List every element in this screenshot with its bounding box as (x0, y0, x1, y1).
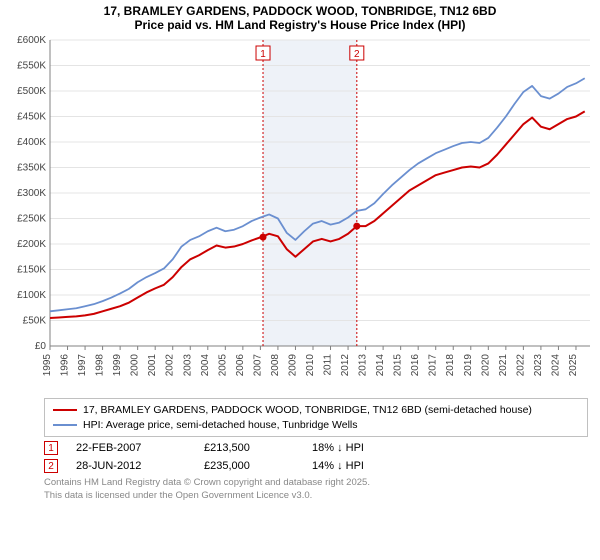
svg-text:2009: 2009 (287, 354, 298, 377)
svg-text:£400K: £400K (17, 137, 46, 148)
svg-text:£50K: £50K (23, 316, 47, 327)
legend-row-property: 17, BRAMLEY GARDENS, PADDOCK WOOD, TONBR… (53, 403, 579, 418)
svg-text:£550K: £550K (17, 61, 46, 72)
svg-text:1996: 1996 (60, 354, 71, 377)
svg-text:2019: 2019 (463, 354, 474, 377)
svg-text:2017: 2017 (428, 354, 439, 377)
svg-text:£500K: £500K (17, 86, 46, 97)
sale-delta-2: 14% ↓ HPI (312, 460, 364, 472)
legend: 17, BRAMLEY GARDENS, PADDOCK WOOD, TONBR… (44, 398, 588, 437)
sales-table: 1 22-FEB-2007 £213,500 18% ↓ HPI 2 28-JU… (44, 439, 588, 475)
svg-text:2008: 2008 (270, 354, 281, 377)
svg-text:2000: 2000 (130, 354, 141, 377)
svg-text:2023: 2023 (533, 354, 544, 377)
svg-text:1: 1 (260, 49, 266, 60)
legend-label-property: 17, BRAMLEY GARDENS, PADDOCK WOOD, TONBR… (83, 403, 532, 418)
svg-text:2018: 2018 (445, 354, 456, 377)
sale-price-2: £235,000 (204, 460, 294, 472)
sale-delta-1: 18% ↓ HPI (312, 442, 364, 454)
svg-text:£350K: £350K (17, 163, 46, 174)
legend-swatch-property (53, 409, 77, 411)
chart-svg: £0 £50K £100K £150K £200K £250K £300K £350K £400… (4, 34, 596, 394)
svg-text:2020: 2020 (480, 354, 491, 377)
svg-text:2001: 2001 (147, 354, 158, 377)
svg-text:2: 2 (354, 49, 360, 60)
svg-text:£100K: £100K (17, 290, 46, 301)
svg-text:2003: 2003 (182, 354, 193, 377)
svg-text:2004: 2004 (200, 354, 211, 377)
svg-text:2011: 2011 (323, 354, 334, 376)
attribution-line1: Contains HM Land Registry data © Crown c… (44, 477, 588, 489)
legend-row-hpi: HPI: Average price, semi-detached house,… (53, 418, 579, 433)
sale-row-1: 1 22-FEB-2007 £213,500 18% ↓ HPI (44, 439, 588, 457)
sale-price-1: £213,500 (204, 442, 294, 454)
svg-text:2021: 2021 (498, 354, 509, 377)
svg-text:£150K: £150K (17, 265, 46, 276)
svg-text:2016: 2016 (410, 354, 421, 377)
svg-text:2025: 2025 (568, 354, 579, 377)
svg-text:1995: 1995 (42, 354, 53, 377)
svg-text:2007: 2007 (252, 354, 263, 377)
svg-text:2010: 2010 (305, 354, 316, 377)
svg-text:2002: 2002 (165, 354, 176, 377)
sale-row-2: 2 28-JUN-2012 £235,000 14% ↓ HPI (44, 457, 588, 475)
svg-text:£0: £0 (35, 341, 47, 352)
svg-text:2014: 2014 (375, 354, 386, 377)
svg-text:2005: 2005 (217, 354, 228, 377)
svg-text:£300K: £300K (17, 188, 46, 199)
svg-text:£450K: £450K (17, 112, 46, 123)
attribution-line2: This data is licensed under the Open Gov… (44, 490, 588, 502)
svg-text:£200K: £200K (17, 239, 46, 250)
svg-text:2012: 2012 (340, 354, 351, 377)
svg-text:2006: 2006 (235, 354, 246, 377)
attribution: Contains HM Land Registry data © Crown c… (44, 477, 588, 502)
sale-date-1: 22-FEB-2007 (76, 442, 186, 454)
svg-text:£250K: £250K (17, 214, 46, 225)
svg-text:1999: 1999 (112, 354, 123, 377)
title-subtitle: Price paid vs. HM Land Registry's House … (4, 18, 596, 32)
legend-swatch-hpi (53, 424, 77, 426)
svg-text:2024: 2024 (550, 354, 561, 377)
svg-text:2022: 2022 (515, 354, 526, 377)
legend-label-hpi: HPI: Average price, semi-detached house,… (83, 418, 358, 433)
sale-marker-1: 1 (44, 441, 58, 455)
chart-title-block: 17, BRAMLEY GARDENS, PADDOCK WOOD, TONBR… (4, 4, 596, 32)
sale-marker-2: 2 (44, 459, 58, 473)
price-chart: £0 £50K £100K £150K £200K £250K £300K £350K £400… (4, 34, 596, 394)
svg-text:£600K: £600K (17, 35, 46, 46)
svg-text:1997: 1997 (77, 354, 88, 377)
svg-text:2015: 2015 (393, 354, 404, 377)
sale-date-2: 28-JUN-2012 (76, 460, 186, 472)
title-address: 17, BRAMLEY GARDENS, PADDOCK WOOD, TONBR… (4, 4, 596, 18)
svg-text:2013: 2013 (358, 354, 369, 377)
svg-text:1998: 1998 (95, 354, 106, 377)
